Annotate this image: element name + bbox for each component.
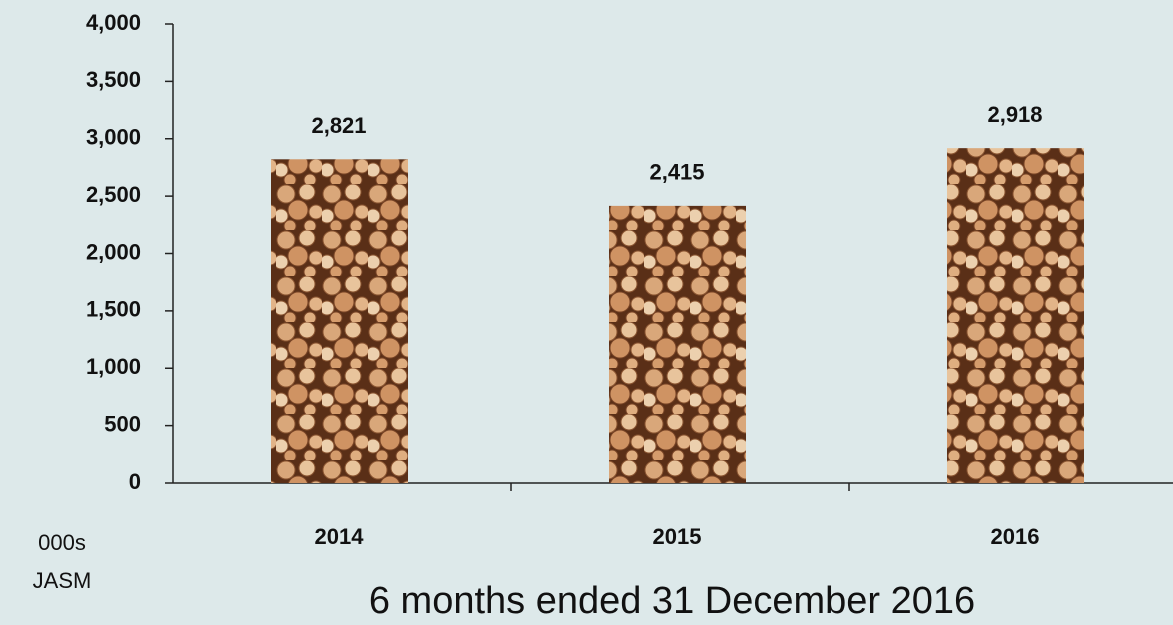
value-label: 2,415 xyxy=(649,160,704,185)
y-tick-label: 2,000 xyxy=(86,239,141,264)
x-tick-label: 2016 xyxy=(991,524,1040,549)
y-tick-label: 2,500 xyxy=(86,182,141,207)
y-tick-label: 0 xyxy=(129,469,141,494)
value-label: 2,821 xyxy=(311,113,366,138)
y-label: 000s xyxy=(38,530,86,555)
y-tick-label: 1,000 xyxy=(86,354,141,379)
y-tick-label: 500 xyxy=(104,411,141,436)
bar xyxy=(947,148,1084,483)
page: {"chart_data": {"type": "bar", "categori… xyxy=(0,0,1173,625)
value-label: 2,918 xyxy=(987,102,1042,127)
bar xyxy=(609,206,746,483)
y-tick-label: 3,000 xyxy=(86,125,141,150)
x-tick-label: 2014 xyxy=(315,524,365,549)
y-tick-label: 4,000 xyxy=(86,10,141,35)
y-tick-label: 1,500 xyxy=(86,297,141,322)
y-tick-label: 3,500 xyxy=(86,67,141,92)
x-tick-label: 2015 xyxy=(653,524,702,549)
y-label: JASM xyxy=(33,568,92,593)
x-label: 6 months ended 31 December 2016 xyxy=(369,580,975,622)
bar xyxy=(271,159,408,483)
chart: 000s JASM 6 months ended 31 December 201… xyxy=(0,0,1173,625)
